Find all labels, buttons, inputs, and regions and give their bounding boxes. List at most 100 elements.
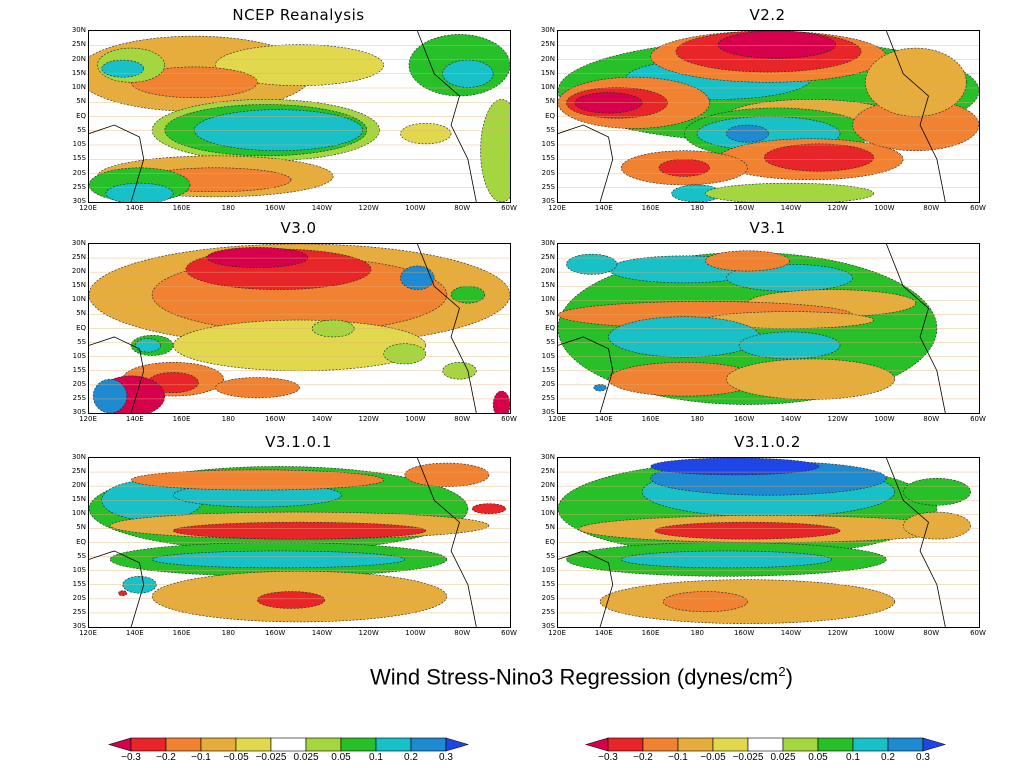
contour-region [172, 319, 427, 372]
latitude-tick-label: 20S [72, 379, 86, 388]
longitude-tick-label: 120W [358, 415, 379, 423]
contour-region [130, 66, 258, 98]
longitude-tick-label: 140E [125, 415, 144, 423]
colorbar-tick-label: 0.3 [439, 752, 453, 763]
latitude-tick-label: 30S [541, 197, 555, 205]
colorbar-tick-label: 0.2 [881, 752, 895, 763]
latitude-tick-label: 10N [540, 509, 555, 518]
contour-region [566, 253, 618, 275]
latitude-tick-label: 20N [540, 54, 555, 63]
longitude-tick-label: 120E [548, 204, 566, 212]
latitude-tick-label: 30S [541, 408, 555, 416]
colorbar-segment [235, 737, 272, 752]
latitude-tick-label: 10N [540, 295, 555, 304]
contour-region [257, 591, 326, 609]
latitude-tick-label: 25S [541, 393, 555, 402]
panel-title: V3.1.0.2 [734, 433, 801, 451]
contour-region [135, 338, 161, 353]
map-field [558, 244, 979, 413]
latitude-tick-label: 5S [77, 337, 86, 346]
map-plot [557, 30, 980, 203]
longitude-axis: 120E 140E 160E 180 160W 140W 120W 100W 80W 60W [548, 415, 986, 425]
longitude-tick-label: 60W [970, 629, 986, 637]
longitude-tick-label: 80W [454, 204, 471, 212]
latitude-tick-label: 30N [540, 239, 555, 247]
contour-region [726, 124, 769, 143]
colorbar-tick-label: 0.05 [808, 752, 828, 763]
latitude-tick-label: 30N [540, 26, 555, 34]
longitude-tick-label: 100W [874, 415, 895, 423]
longitude-tick-label: 140W [311, 415, 333, 423]
contour-region [608, 316, 761, 358]
colorbar-max-arrow [922, 737, 947, 752]
contour-region [471, 503, 507, 515]
latitude-tick-label: 25N [540, 253, 555, 262]
latitude-tick-label: 20S [72, 593, 86, 602]
coastline-americas [417, 31, 477, 202]
contour-region [865, 47, 967, 117]
colorbar-segment [200, 737, 237, 752]
latitude-tick-label: 30N [71, 453, 86, 461]
colorbar-tick-label: −0.1 [668, 752, 688, 763]
longitude-tick-label: 140E [125, 204, 144, 212]
latitude-tick-label: 25S [72, 607, 86, 616]
latitude-tick-label: 30N [71, 239, 86, 247]
coastline-australia [89, 124, 145, 202]
coastline-americas [886, 31, 946, 202]
latitude-tick-label: 15N [540, 68, 555, 77]
latitude-tick-label: 10S [541, 140, 555, 148]
panel-title: NCEP Reanalysis [232, 6, 365, 24]
latitude-tick-label: 30S [72, 408, 86, 416]
latitude-axis: 30N 25N 20N 15N 10N 5N EQ 5S 10S 15S 20S 25S 30S [527, 239, 555, 416]
longitude-tick-label: 180 [221, 629, 236, 637]
latitude-tick-label: 20N [71, 54, 86, 63]
coastline-americas [886, 458, 946, 627]
longitude-tick-label: 120E [548, 629, 566, 637]
latitude-tick-label: EQ [76, 111, 86, 120]
contour-region [902, 511, 971, 540]
latitude-tick-label: 5N [545, 523, 555, 532]
longitude-tick-label: 140W [780, 629, 802, 637]
longitude-tick-label: 160E [641, 629, 660, 637]
longitude-tick-label: 140E [594, 629, 613, 637]
latitude-axis: 30N 25N 20N 15N 10N 5N EQ 5S 10S 15S 20S 25S 30S [58, 239, 86, 416]
latitude-tick-label: 10S [541, 351, 555, 360]
longitude-tick-label: 80W [923, 204, 940, 212]
contour-region [101, 59, 145, 78]
longitude-tick-label: 120E [548, 415, 566, 423]
panel-title: V3.1.0.1 [265, 433, 332, 451]
longitude-tick-label: 160E [641, 415, 660, 423]
longitude-tick-label: 80W [454, 629, 471, 637]
colorbar-max-arrow [445, 737, 470, 752]
longitude-tick-label: 120W [358, 204, 379, 212]
longitude-tick-label: 80W [923, 415, 940, 423]
contour-region [717, 31, 837, 59]
map-field [558, 458, 979, 627]
latitude-tick-label: EQ [76, 537, 86, 546]
map-plot [88, 243, 511, 414]
longitude-tick-label: 100W [405, 415, 426, 423]
colorbar-min-arrow [107, 737, 132, 752]
longitude-tick-label: 160W [264, 204, 286, 212]
longitude-tick-label: 100W [405, 629, 426, 637]
latitude-tick-label: EQ [76, 323, 86, 332]
colorbar-labels: −0.3 −0.2 −0.1 −0.05 −0.025 0.025 0.05 0.1 0.2 0.… [585, 752, 944, 764]
longitude-tick-label: 60W [501, 204, 517, 212]
longitude-tick-label: 180 [221, 415, 236, 423]
colorbar-segment [410, 737, 447, 752]
latitude-tick-label: 20N [71, 267, 86, 276]
longitude-tick-label: 160E [641, 204, 660, 212]
map-plot [557, 457, 980, 628]
contour-region [662, 591, 748, 613]
colorbar-tick-label: 0.3 [916, 752, 930, 763]
latitude-tick-label: 10S [72, 351, 86, 360]
coastline-americas [886, 244, 946, 413]
figure-title: Wind Stress-Nino3 Regression (dynes/cm2) [370, 664, 793, 690]
panel-title: V2.2 [749, 6, 786, 24]
latitude-tick-label: 30S [72, 197, 86, 205]
colorbar: −0.3 −0.2 −0.1 −0.05 −0.025 0.025 0.05 0.1 0.2 0.… [107, 737, 470, 763]
latitude-tick-label: EQ [545, 537, 555, 546]
longitude-tick-label: 100W [405, 204, 426, 212]
contour-region [738, 331, 841, 360]
longitude-tick-label: 120E [79, 415, 97, 423]
